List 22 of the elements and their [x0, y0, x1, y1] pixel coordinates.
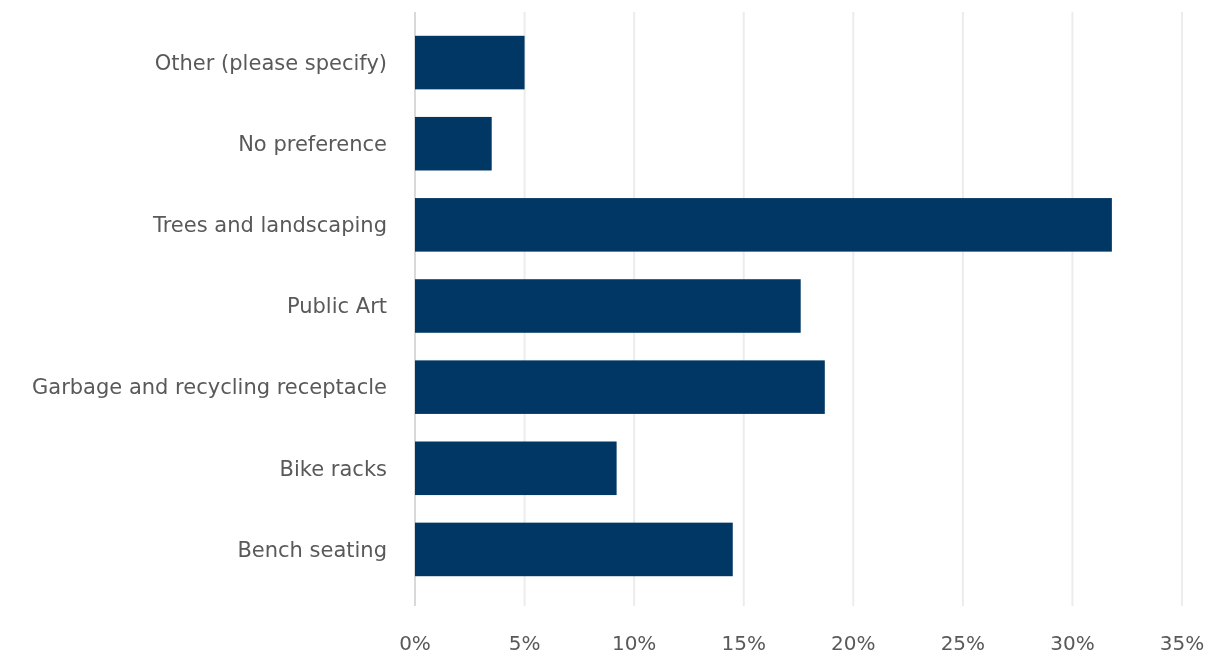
bar	[415, 522, 733, 577]
bar	[415, 198, 1112, 252]
bar	[415, 279, 801, 333]
bar	[415, 116, 492, 171]
y-tick-label: Garbage and recycling receptacle	[32, 375, 387, 400]
bar	[415, 441, 617, 496]
y-tick-label: Public Art	[286, 294, 387, 319]
x-tick-label: 10%	[611, 631, 657, 655]
x-tick-label: 5%	[508, 631, 541, 655]
bar	[415, 35, 525, 90]
x-tick-label: 25%	[940, 631, 986, 655]
y-tick-label: Other (please specify)	[154, 50, 387, 75]
bar	[415, 360, 825, 414]
y-tick-label: Bench seating	[237, 537, 387, 562]
x-tick-label: 15%	[721, 631, 766, 655]
x-tick-label: 35%	[1159, 631, 1205, 655]
y-tick-label: Trees and landscaping	[151, 213, 387, 238]
x-tick-label: 20%	[831, 631, 876, 655]
y-tick-label: No preference	[238, 132, 387, 157]
y-tick-label: Bike racks	[279, 456, 387, 481]
x-tick-label: 30%	[1050, 631, 1095, 655]
x-tick-label: 0%	[399, 631, 431, 655]
